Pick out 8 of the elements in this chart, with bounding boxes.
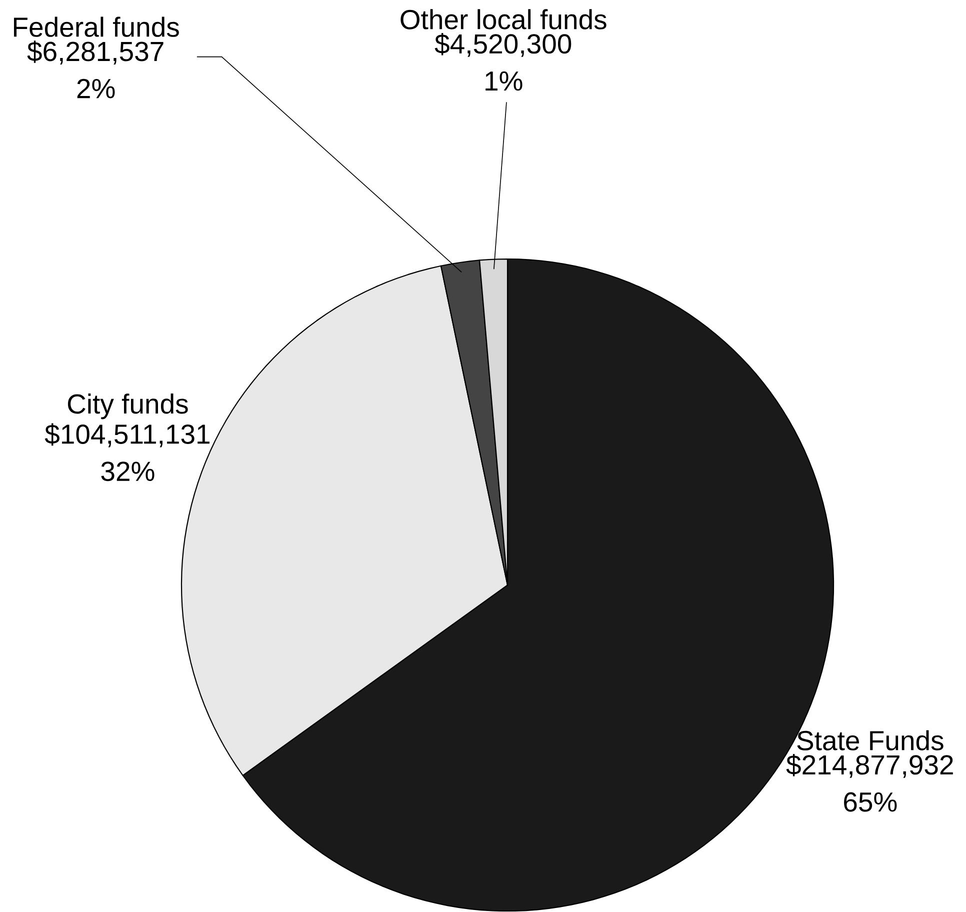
- data-label: $6,281,537 2%: [27, 40, 164, 98]
- data-label: $104,511,131 32%: [44, 424, 210, 482]
- slice-label: State Funds: [797, 730, 944, 751]
- data-label: $214,877,932 65%: [786, 754, 953, 812]
- slice-label: Federal funds: [14, 16, 179, 38]
- slice-label: Other local funds: [400, 9, 606, 30]
- slice-label: City funds: [68, 394, 188, 420]
- data-label: $4,520,300 1%: [434, 33, 572, 91]
